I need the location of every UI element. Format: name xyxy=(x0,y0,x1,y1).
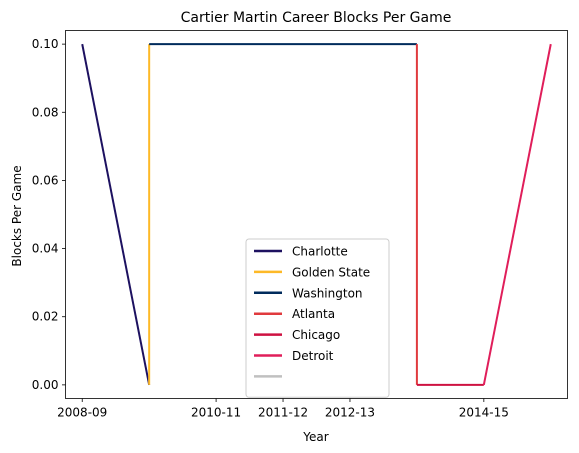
legend-label: Detroit xyxy=(292,349,334,363)
legend: Charlotte Golden State Washington Atlanta Ch… xyxy=(245,238,390,398)
x-tick-label: 2008-09 xyxy=(57,406,107,420)
series-line-detroit xyxy=(482,43,552,386)
y-axis-ticks: 0.00 0.02 0.04 0.06 0.08 0.10 xyxy=(32,37,66,392)
y-axis-label: Blocks Per Game xyxy=(10,165,24,266)
legend-box xyxy=(245,238,390,398)
y-tick-label: 0.10 xyxy=(32,37,59,51)
y-tick-label: 0.00 xyxy=(32,378,59,392)
y-tick-label: 0.04 xyxy=(32,242,59,256)
x-tick-label: 2014-15 xyxy=(459,406,509,420)
x-tick-label: 2011-12 xyxy=(258,406,308,420)
y-tick-label: 0.02 xyxy=(32,310,59,324)
y-tick-label: 0.08 xyxy=(32,105,59,119)
chart-title: Cartier Martin Career Blocks Per Game xyxy=(181,10,452,26)
x-tick-label: 2010-11 xyxy=(191,406,241,420)
y-tick-label: 0.06 xyxy=(32,173,59,187)
legend-label: Chicago xyxy=(292,328,340,342)
plot-frame xyxy=(65,30,568,399)
legend-label: Golden State xyxy=(292,265,370,279)
legend-label: Atlanta xyxy=(292,307,335,321)
legend-label: Charlotte xyxy=(292,245,348,259)
x-axis-ticks: 2008-09 2010-11 2011-12 2012-13 2014-15 xyxy=(57,398,509,420)
series-lines xyxy=(81,43,552,386)
legend-label: Washington xyxy=(292,286,363,300)
series-line-charlotte xyxy=(81,43,151,386)
x-tick-label: 2012-13 xyxy=(325,406,375,420)
x-axis-label: Year xyxy=(302,430,328,444)
